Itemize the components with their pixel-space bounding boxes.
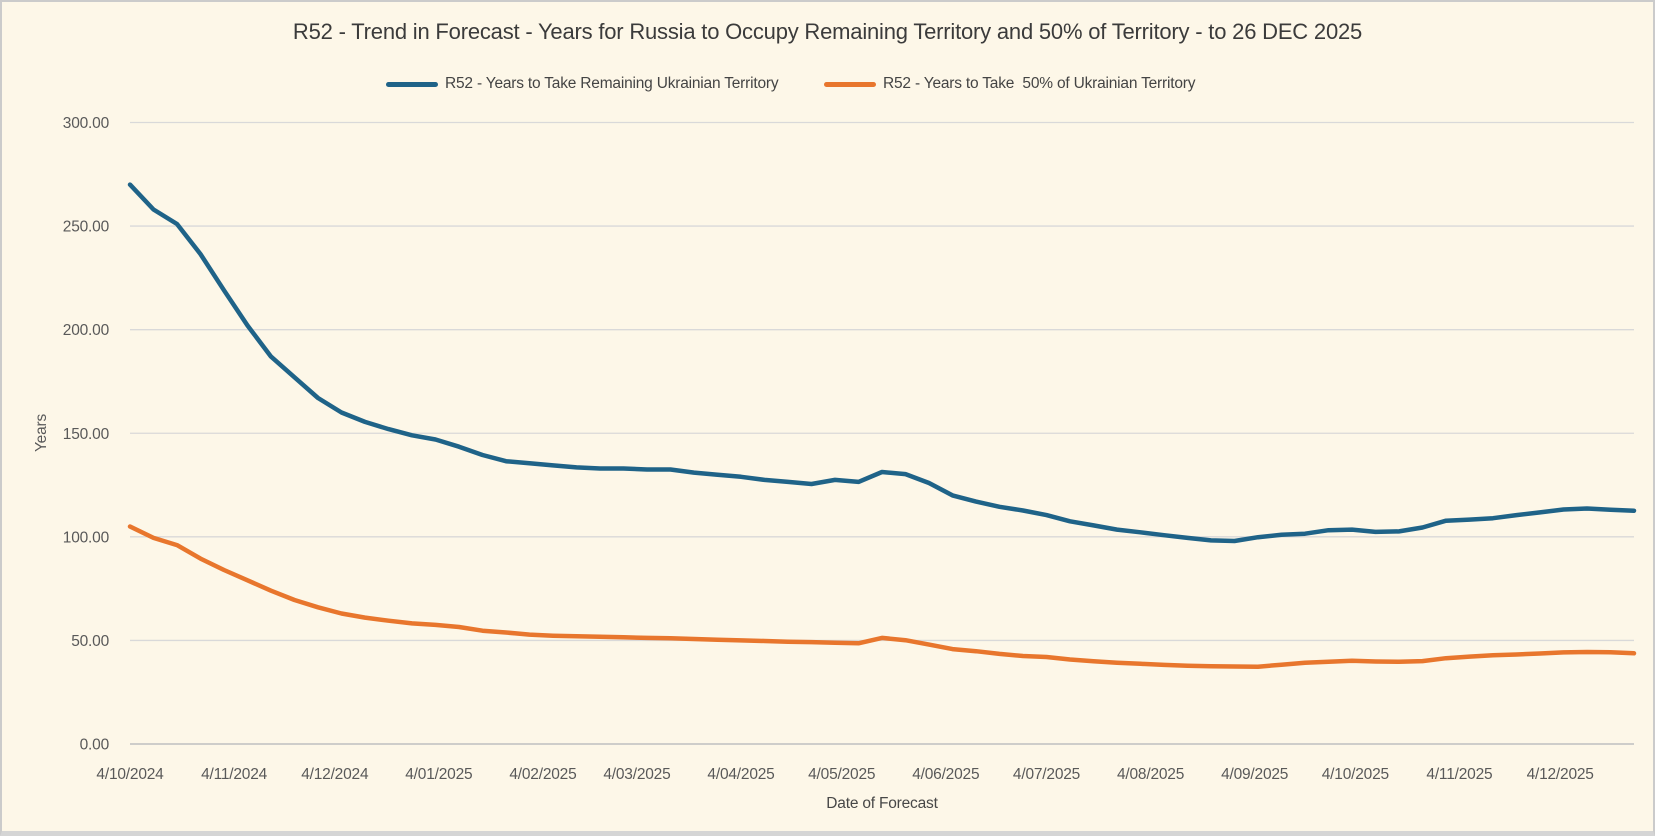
- y-axis-title: Years: [33, 413, 50, 453]
- x-tick-label: 4/04/2025: [707, 766, 774, 783]
- x-tick-label: 4/08/2025: [1117, 766, 1184, 783]
- x-tick-label: 4/12/2024: [301, 766, 369, 783]
- legend-item-remaining-territory: R52 - Years to Take Remaining Ukrainian …: [386, 72, 779, 96]
- legend-line-swatch-remaining: [386, 81, 438, 87]
- x-tick-label: 4/03/2025: [603, 766, 670, 783]
- x-tick-label: 4/01/2025: [405, 766, 472, 783]
- y-tick-label: 150.00: [63, 426, 110, 443]
- series-line-50pct-territory: [127, 524, 1637, 669]
- chart-title: R52 - Trend in Forecast - Years for Russ…: [292, 19, 1363, 44]
- legend-item-50pct-territory: R52 - Years to Take 50% of Ukrainian Ter…: [824, 72, 1195, 96]
- y-tick-label: 200.00: [63, 322, 110, 339]
- y-tick-label: 100.00: [63, 529, 110, 546]
- y-tick-label: 250.00: [63, 219, 110, 236]
- x-tick-label: 4/10/2024: [96, 766, 164, 783]
- x-tick-label: 4/07/2025: [1013, 766, 1080, 783]
- x-axis-title: Date of Forecast: [826, 795, 938, 812]
- y-tick-label: 0.00: [80, 737, 110, 754]
- x-tick-label: 4/11/2024: [201, 766, 268, 783]
- x-tick-label: 4/05/2025: [808, 766, 875, 783]
- x-tick-label: 4/12/2025: [1527, 766, 1594, 783]
- y-tick-label: 50.00: [71, 633, 109, 650]
- series-line-remaining-territory: [127, 182, 1637, 544]
- x-tick-label: 4/10/2025: [1322, 766, 1389, 783]
- x-tick-label: 4/06/2025: [912, 766, 979, 783]
- legend: R52 - Years to Take Remaining Ukrainian …: [2, 72, 1653, 96]
- x-tick-label: 4/02/2025: [509, 766, 576, 783]
- y-tick-label: 300.00: [63, 115, 110, 132]
- legend-label-50pct: R52 - Years to Take 50% of Ukrainian Ter…: [883, 75, 1196, 92]
- legend-line-swatch-50pct: [824, 81, 876, 87]
- x-tick-label: 4/09/2025: [1221, 766, 1288, 783]
- legend-label-remaining: R52 - Years to Take Remaining Ukrainian …: [445, 75, 779, 92]
- x-tick-label: 4/11/2025: [1426, 766, 1492, 783]
